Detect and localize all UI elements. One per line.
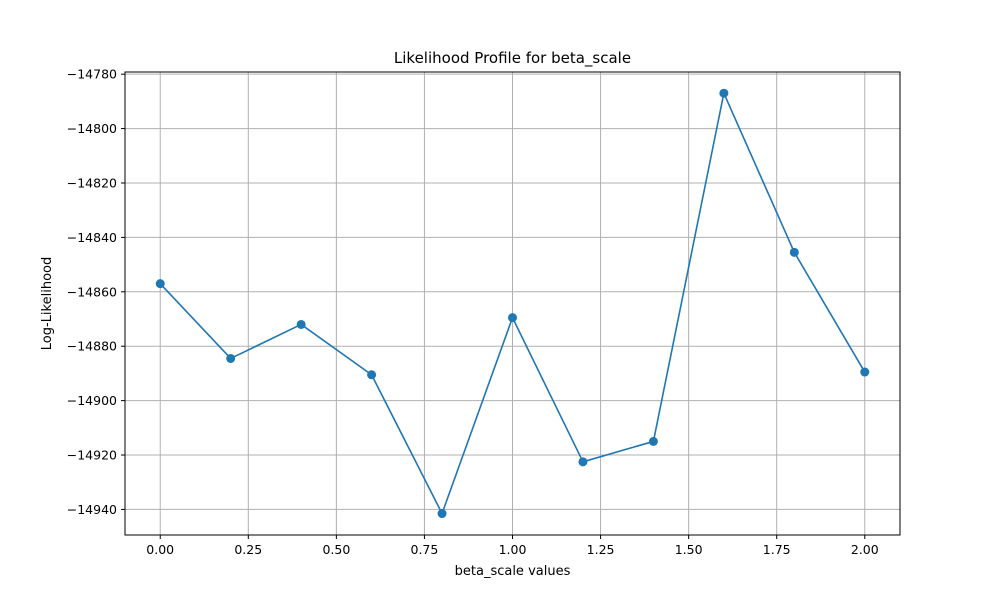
y-axis-label: Log-Likelihood xyxy=(40,257,55,350)
data-point xyxy=(789,247,799,257)
y-tick-label: −14780 xyxy=(67,67,117,82)
y-tick-label: −14820 xyxy=(67,175,117,190)
x-tick-label: 1.25 xyxy=(587,542,615,557)
x-tick-label: 1.00 xyxy=(499,542,527,557)
chart-title: Likelihood Profile for beta_scale xyxy=(394,49,631,68)
y-tick-label: −14920 xyxy=(67,448,117,463)
data-point xyxy=(226,353,236,363)
x-tick-label: 0.50 xyxy=(322,542,350,557)
ticks: 0.00 0.25 0.50 0.75 1.00 1.25 1.50 1.75 2.00 −149… xyxy=(67,67,879,557)
y-tick-label: −14840 xyxy=(67,230,117,245)
grid xyxy=(125,72,900,535)
x-tick-label: 1.50 xyxy=(675,542,703,557)
y-tick-label: −14800 xyxy=(67,121,117,136)
y-tick-label: −14860 xyxy=(67,284,117,299)
y-tick-label: −14900 xyxy=(67,393,117,408)
x-axis-label: beta_scale values xyxy=(455,564,571,579)
data-point xyxy=(578,457,588,467)
x-tick-label: 0.75 xyxy=(411,542,439,557)
data-point xyxy=(437,509,447,519)
data-point xyxy=(508,313,517,323)
data-point xyxy=(719,88,729,98)
data-point xyxy=(296,319,306,329)
x-tick-label: 2.00 xyxy=(851,542,879,557)
series-layer xyxy=(155,88,870,519)
data-point xyxy=(860,367,870,377)
y-tick-label: −14940 xyxy=(67,502,117,517)
data-point xyxy=(155,279,165,289)
x-tick-label: 1.75 xyxy=(763,542,791,557)
x-tick-label: 0.25 xyxy=(234,542,262,557)
data-point xyxy=(367,370,377,380)
x-tick-label: 0.00 xyxy=(146,542,174,557)
y-tick-label: −14880 xyxy=(67,339,117,354)
data-point xyxy=(648,436,658,446)
